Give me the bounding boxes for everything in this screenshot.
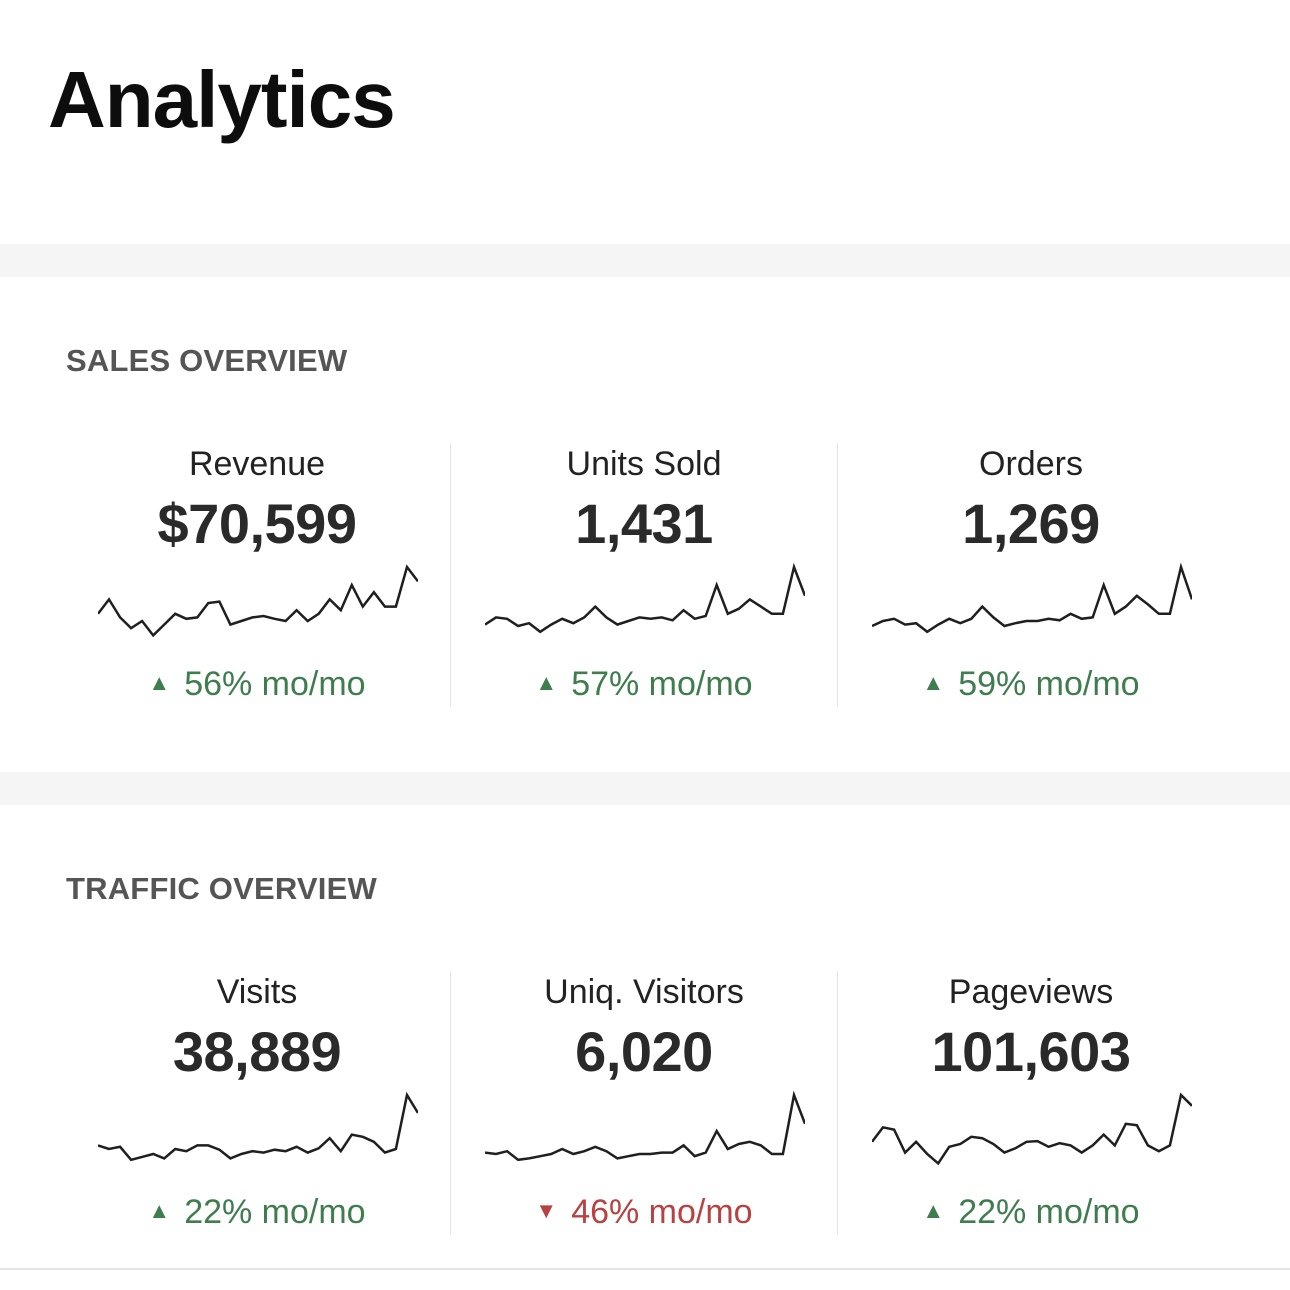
sales-overview-section: SALES OVERVIEW Revenue $70,599 ▲ 56% mo/m… bbox=[0, 277, 1290, 772]
change-text: 57% mo/mo bbox=[571, 665, 753, 703]
metric-card-orders[interactable]: Orders 1,269 ▲ 59% mo/mo bbox=[837, 443, 1224, 707]
section-divider bbox=[0, 772, 1290, 805]
trend-up-arrow-icon: ▲ bbox=[922, 670, 945, 695]
change-indicator: ▲ 57% mo/mo bbox=[451, 665, 837, 704]
metric-value: 38,889 bbox=[172, 1020, 342, 1083]
metric-value: 101,603 bbox=[931, 1020, 1131, 1083]
page-title: Analytics bbox=[48, 55, 396, 144]
trend-up-arrow-icon: ▲ bbox=[148, 1198, 171, 1223]
change-indicator: ▲ 56% mo/mo bbox=[64, 665, 450, 704]
metric-label: Orders bbox=[979, 445, 1083, 483]
metric-label: Units Sold bbox=[566, 445, 722, 483]
metric-card-units-sold[interactable]: Units Sold 1,431 ▲ 57% mo/mo bbox=[450, 443, 837, 707]
change-text: 59% mo/mo bbox=[958, 665, 1140, 703]
sparkline-chart bbox=[872, 1092, 1192, 1166]
change-indicator: ▲ 22% mo/mo bbox=[838, 1193, 1224, 1232]
metric-card-pageviews[interactable]: Pageviews 101,603 ▲ 22% mo/mo bbox=[837, 971, 1224, 1235]
metric-card-visits[interactable]: Visits 38,889 ▲ 22% mo/mo bbox=[64, 971, 450, 1235]
metric-value: 1,269 bbox=[962, 492, 1100, 555]
metric-label: Revenue bbox=[188, 445, 326, 483]
sparkline-chart bbox=[872, 563, 1192, 634]
sparkline-line bbox=[485, 563, 805, 634]
sparkline-line bbox=[872, 1092, 1192, 1166]
trend-up-arrow-icon: ▲ bbox=[922, 1198, 945, 1223]
trend-up-arrow-icon: ▲ bbox=[535, 670, 558, 695]
sparkline-line bbox=[98, 564, 418, 638]
sparkline-chart bbox=[98, 1091, 418, 1162]
change-text: 46% mo/mo bbox=[571, 1193, 753, 1231]
metric-value: $70,599 bbox=[157, 492, 357, 555]
change-text: 22% mo/mo bbox=[184, 1193, 366, 1231]
metric-label: Visits bbox=[216, 973, 298, 1011]
change-indicator: ▼ 46% mo/mo bbox=[451, 1193, 837, 1232]
sparkline-chart bbox=[485, 563, 805, 634]
sparkline-line bbox=[872, 563, 1192, 634]
metric-card-unique-visitors[interactable]: Uniq. Visitors 6,020 ▼ 46% mo/mo bbox=[450, 971, 837, 1235]
metric-value: 1,431 bbox=[575, 492, 713, 555]
sparkline-line bbox=[485, 1091, 805, 1162]
sparkline-line bbox=[98, 1091, 418, 1162]
change-text: 56% mo/mo bbox=[184, 665, 366, 703]
metric-value: 6,020 bbox=[575, 1020, 713, 1083]
section-divider bbox=[0, 244, 1290, 277]
trend-up-arrow-icon: ▲ bbox=[148, 670, 171, 695]
metrics-row: Visits 38,889 ▲ 22% mo/mo Uniq. Visitors … bbox=[64, 971, 1224, 1235]
sparkline-chart bbox=[485, 1091, 805, 1162]
metrics-row: Revenue $70,599 ▲ 56% mo/mo Units Sold 1,… bbox=[64, 443, 1224, 707]
sparkline-chart bbox=[98, 564, 418, 638]
change-indicator: ▲ 59% mo/mo bbox=[838, 665, 1224, 704]
trend-down-arrow-icon: ▼ bbox=[535, 1198, 558, 1223]
section-title: TRAFFIC OVERVIEW bbox=[66, 871, 377, 906]
bottom-divider bbox=[0, 1268, 1290, 1270]
metric-label: Uniq. Visitors bbox=[544, 973, 744, 1011]
change-text: 22% mo/mo bbox=[958, 1193, 1140, 1231]
change-indicator: ▲ 22% mo/mo bbox=[64, 1193, 450, 1232]
metric-label: Pageviews bbox=[948, 973, 1114, 1011]
traffic-overview-section: TRAFFIC OVERVIEW Visits 38,889 ▲ 22% mo/m… bbox=[0, 805, 1290, 1268]
section-title: SALES OVERVIEW bbox=[66, 343, 348, 378]
metric-card-revenue[interactable]: Revenue $70,599 ▲ 56% mo/mo bbox=[64, 443, 450, 707]
